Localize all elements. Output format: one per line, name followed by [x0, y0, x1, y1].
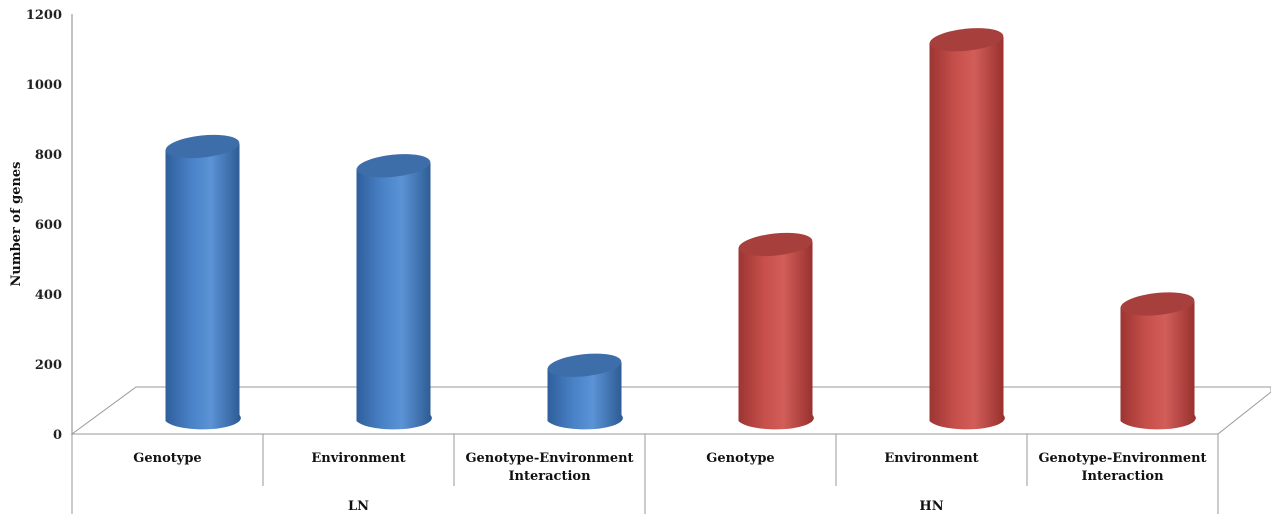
y-tick-label: 0 — [53, 428, 62, 443]
bar-hn-environment — [929, 28, 1005, 430]
bar-body — [165, 143, 241, 430]
bar-ln-environment — [356, 154, 432, 430]
y-axis-label: Number of genes — [9, 161, 24, 286]
category-label: Genotype-Environment Interaction — [1038, 451, 1206, 484]
y-tick-label: 1200 — [26, 8, 62, 23]
floor-plane — [70, 386, 1271, 435]
group-label-hn: HN — [919, 499, 943, 514]
y-tick-label: 400 — [35, 288, 62, 303]
category-labels: Genotype Environment Genotype-Environment I… — [71, 434, 1219, 514]
bar-top — [738, 232, 813, 257]
category-label: Environment — [311, 451, 405, 466]
group-label-ln: LN — [348, 499, 369, 514]
bar-top — [356, 154, 431, 178]
bar-hn-genotype-environment-interaction — [1120, 292, 1196, 430]
y-tick-label: 1000 — [26, 78, 62, 93]
bar-body — [738, 241, 814, 430]
category-label: Genotype — [133, 451, 201, 466]
y-tick-label: 200 — [35, 358, 62, 373]
bar-body — [356, 162, 432, 430]
y-tick-labels: 0 200 400 600 800 1000 1200 — [26, 8, 62, 443]
y-tick-label: 800 — [35, 148, 62, 163]
bar-body — [929, 36, 1005, 430]
bars — [165, 28, 1196, 430]
bar-body — [1120, 301, 1196, 430]
bar-top — [547, 353, 622, 377]
category-label: Genotype-Environment Interaction — [465, 451, 633, 484]
bar-ln-genotype-environment-interaction — [547, 353, 623, 430]
bar-top — [1120, 292, 1195, 316]
category-label: Genotype — [706, 451, 774, 466]
bar-top — [165, 134, 240, 159]
bar-top — [929, 28, 1004, 52]
bar-hn-genotype — [738, 232, 814, 430]
y-tick-label: 600 — [35, 218, 62, 233]
bar-body — [547, 362, 623, 430]
bar-ln-genotype — [165, 134, 241, 430]
category-label: Environment — [884, 451, 978, 466]
